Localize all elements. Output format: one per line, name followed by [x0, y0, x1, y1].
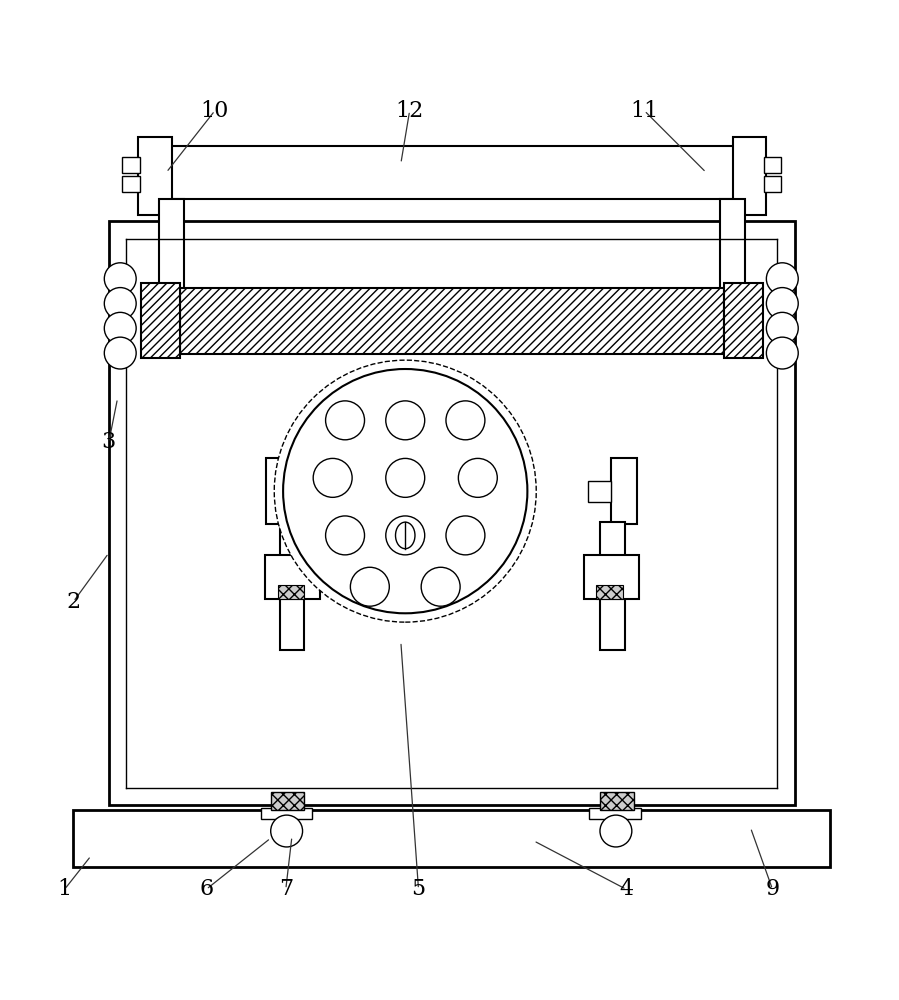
Bar	[764, 176, 781, 192]
Text: 7: 7	[279, 878, 293, 900]
Circle shape	[766, 263, 798, 295]
Circle shape	[313, 458, 352, 497]
Bar	[764, 157, 781, 173]
Bar	[271, 792, 305, 810]
Circle shape	[386, 458, 424, 497]
Circle shape	[421, 567, 460, 606]
Circle shape	[283, 369, 528, 613]
Bar	[584, 555, 639, 599]
Circle shape	[766, 337, 798, 369]
Circle shape	[104, 263, 136, 295]
Bar	[596, 585, 623, 599]
Text: 12: 12	[396, 100, 423, 122]
Text: 3: 3	[102, 431, 116, 453]
Text: 11: 11	[630, 100, 658, 122]
Bar	[733, 137, 766, 215]
Bar	[266, 458, 293, 524]
Bar	[162, 146, 742, 199]
Bar	[109, 221, 795, 805]
Bar	[589, 481, 610, 502]
Circle shape	[325, 516, 364, 555]
Text: 6: 6	[199, 878, 213, 900]
Circle shape	[446, 401, 485, 440]
Circle shape	[386, 516, 424, 555]
Circle shape	[104, 337, 136, 369]
Bar	[122, 176, 139, 192]
Circle shape	[325, 401, 364, 440]
Ellipse shape	[396, 522, 415, 549]
Text: 5: 5	[412, 878, 425, 900]
Circle shape	[271, 815, 303, 847]
Bar	[600, 522, 625, 650]
Bar	[278, 585, 305, 599]
Bar	[265, 555, 320, 599]
Bar	[138, 137, 172, 215]
Circle shape	[274, 360, 536, 622]
Circle shape	[600, 815, 632, 847]
Circle shape	[766, 312, 798, 344]
Bar	[261, 808, 312, 819]
Bar	[720, 199, 745, 314]
Bar	[293, 481, 315, 502]
Bar	[600, 792, 634, 810]
Bar	[159, 199, 184, 314]
Text: 9: 9	[766, 878, 779, 900]
Bar	[141, 283, 181, 358]
Circle shape	[766, 288, 798, 319]
Circle shape	[386, 401, 424, 440]
Bar	[280, 522, 305, 650]
Text: 4: 4	[619, 878, 634, 900]
Bar	[122, 157, 139, 173]
Circle shape	[104, 288, 136, 319]
Bar	[180, 288, 724, 354]
Bar	[724, 283, 763, 358]
Text: 2: 2	[67, 591, 80, 613]
Text: 10: 10	[200, 100, 229, 122]
Circle shape	[446, 516, 485, 555]
Text: 1: 1	[58, 878, 72, 900]
Circle shape	[351, 567, 389, 606]
Circle shape	[458, 458, 497, 497]
Bar	[610, 458, 637, 524]
Bar	[590, 808, 641, 819]
Bar	[74, 810, 830, 867]
Circle shape	[104, 312, 136, 344]
